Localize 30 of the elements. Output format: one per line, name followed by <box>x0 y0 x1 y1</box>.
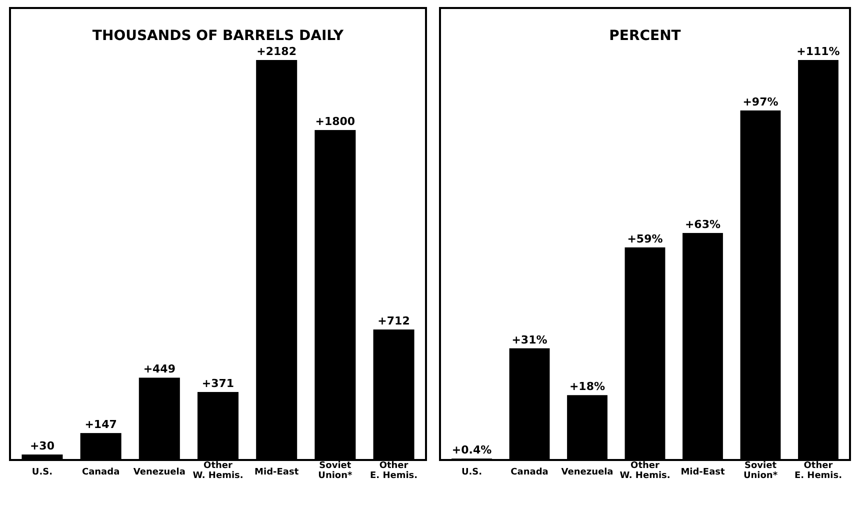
chart-title: THOUSANDS OF BARRELS DAILY <box>92 28 344 44</box>
x-tick-label: Other W. Hemis. <box>620 461 670 481</box>
x-tick-label: Canada <box>510 467 548 478</box>
data-label: +371 <box>202 376 234 390</box>
data-label: +59% <box>627 232 663 246</box>
x-tick-label: Canada <box>82 467 120 478</box>
data-label: +30 <box>30 440 55 452</box>
x-tick-label: Venezuela <box>133 467 186 478</box>
data-label: +712 <box>378 314 410 328</box>
data-label: +449 <box>143 362 176 376</box>
data-label: +147 <box>84 418 117 432</box>
data-label: +63% <box>684 218 721 231</box>
data-label: +0.4% <box>452 444 492 457</box>
x-tick-label: U.S. <box>461 467 482 478</box>
x-tick-label: Mid-East <box>254 467 300 478</box>
x-tick-label: Venezuela <box>561 467 614 478</box>
x-tick-label: U.S. <box>32 467 53 478</box>
x-tick-label: Other E. Hemis. <box>370 461 418 481</box>
data-label: +18% <box>569 380 606 394</box>
x-tick-label: Soviet Union* <box>318 461 353 481</box>
data-label: +1800 <box>315 115 356 128</box>
data-label: +97% <box>742 95 778 108</box>
x-tick-label: Mid-East <box>680 467 726 478</box>
x-tick-label: Other W. Hemis. <box>192 461 244 481</box>
data-label: +2182 <box>256 45 297 58</box>
x-tick-label: Other E. Hemis. <box>794 461 842 481</box>
chart-title: PERCENT <box>609 28 682 44</box>
x-tick-label: Soviet Union* <box>743 461 778 481</box>
data-label: +31% <box>512 333 548 346</box>
data-label: +111% <box>796 45 840 58</box>
